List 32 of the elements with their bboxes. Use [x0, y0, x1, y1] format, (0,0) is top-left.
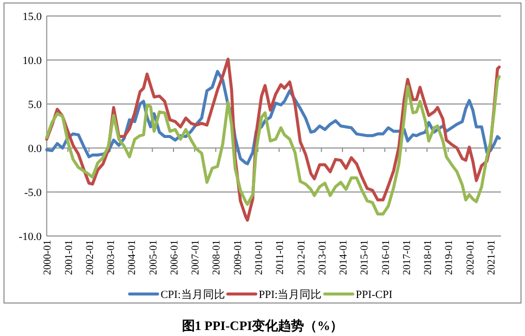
xtick: 2013-01	[317, 240, 328, 275]
legend-label: PPI-CPI	[356, 289, 392, 301]
ytick: 15.0	[22, 11, 42, 23]
xtick: 2001-01	[64, 240, 75, 275]
ytick: -5.0	[24, 187, 42, 199]
xtick: 2017-01	[402, 240, 413, 275]
xtick: 2014-01	[338, 240, 350, 275]
legend-label: CPI:当月同比	[160, 289, 225, 301]
ytick: 10.0	[22, 55, 42, 67]
xtick: 2006-01	[169, 240, 180, 275]
legend-label: PPI:当月同比	[258, 289, 322, 301]
xtick: 2011-01	[275, 240, 286, 275]
ytick: 5.0	[28, 99, 42, 111]
ytick: 0.0	[28, 143, 42, 155]
xtick: 2007-01	[190, 240, 202, 275]
ytick: -10.0	[18, 231, 42, 243]
xtick: 2015-01	[360, 240, 371, 275]
xtick: 2009-01	[232, 240, 244, 275]
xtick: 2021-01	[486, 240, 498, 275]
xtick: 2018-01	[423, 240, 434, 275]
xtick: 2020-01	[465, 240, 476, 275]
xtick: 2000-01	[42, 240, 54, 275]
xtick: 2004-01	[127, 240, 138, 275]
xtick: 2012-01	[296, 240, 308, 275]
xtick: 2019-01	[444, 240, 456, 275]
xtick: 2002-01	[84, 240, 96, 275]
xtick: 2010-01	[254, 240, 265, 275]
xtick: 2008-01	[212, 240, 223, 275]
title: 图1 PPI-CPI变化趋势（%）	[182, 318, 344, 333]
xtick: 2003-01	[106, 240, 118, 275]
xtick: 2016-01	[380, 240, 392, 275]
xtick: 2005-01	[148, 240, 160, 275]
